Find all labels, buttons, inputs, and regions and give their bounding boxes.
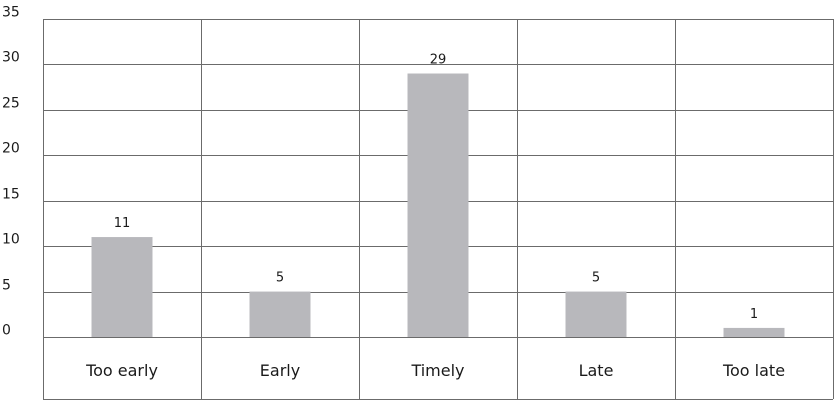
category-label: Too late — [722, 361, 785, 380]
data-label: 5 — [592, 271, 600, 286]
y-tick-label: 25 — [2, 96, 20, 112]
category-label: Timely — [410, 361, 464, 380]
data-label: 5 — [276, 271, 284, 286]
data-label: 29 — [430, 53, 447, 68]
bar-timely — [407, 73, 469, 337]
y-tick-label: 10 — [2, 232, 20, 248]
category-label: Too early — [85, 361, 158, 380]
y-tick-label: 0 — [2, 323, 11, 339]
data-label: 1 — [750, 307, 758, 322]
bar-too-early — [91, 237, 153, 337]
bar-layer — [91, 73, 785, 337]
y-tick-label: 20 — [2, 141, 20, 157]
y-tick-label: 35 — [2, 5, 20, 21]
category-label: Early — [260, 361, 300, 380]
label-layer: 0 5 10 15 20 25 30 35 11 Too early 5 Early 29 Timely 5… — [2, 5, 785, 381]
y-tick-label: 30 — [2, 50, 20, 66]
bar-early — [249, 291, 311, 337]
bar-late — [565, 291, 627, 337]
y-tick-label: 15 — [2, 187, 20, 203]
category-label: Late — [579, 361, 614, 380]
y-tick-label: 5 — [2, 278, 11, 294]
data-label: 11 — [114, 216, 131, 231]
bar-too-late — [723, 327, 785, 337]
